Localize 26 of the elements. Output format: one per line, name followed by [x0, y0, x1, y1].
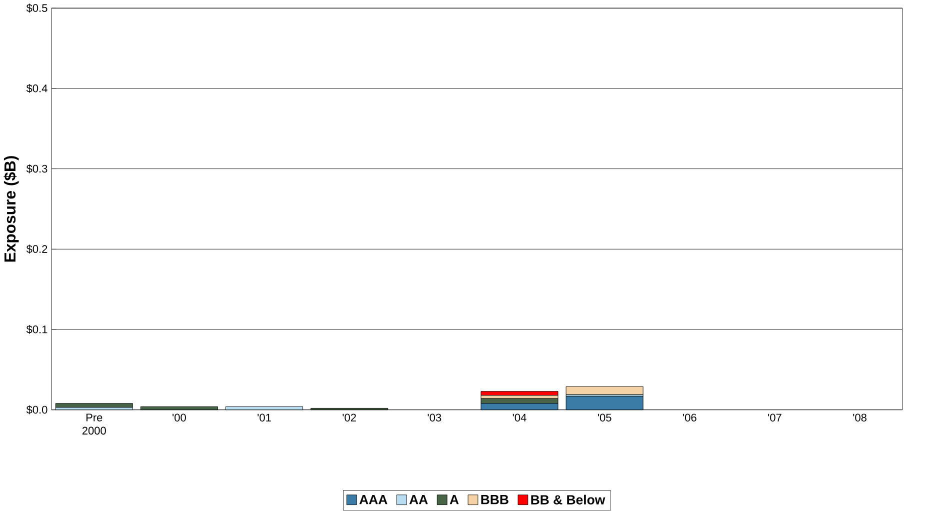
- legend-label: BBB: [481, 495, 508, 504]
- bar: [566, 386, 644, 395]
- y-tick-label: $0.0: [26, 406, 48, 414]
- bar: [55, 403, 133, 408]
- x-tick-label: Pre 2000: [82, 414, 106, 435]
- x-tick-label: '06: [683, 414, 696, 422]
- legend-label: A: [450, 495, 459, 504]
- x-tick-label: '01: [258, 414, 271, 422]
- x-tick-label: '04: [512, 414, 526, 422]
- legend-label: BB & Below: [531, 494, 606, 505]
- x-tick-label: '03: [428, 414, 442, 422]
- y-tick-label: $0.2: [26, 244, 48, 254]
- x-tick-label: '08: [853, 414, 866, 422]
- x-tick-label: '07: [768, 414, 782, 422]
- y-axis-title: Exposure ($B): [4, 156, 19, 262]
- bar: [480, 395, 558, 399]
- legend-label: AA: [409, 495, 428, 504]
- x-tick-label: '02: [342, 414, 356, 422]
- legend-label: AAA: [359, 495, 388, 504]
- y-tick-label: $0.1: [26, 325, 48, 334]
- x-tick-label: '05: [598, 414, 612, 422]
- y-tick-label: $0.3: [26, 164, 48, 174]
- x-tick-label: '00: [172, 414, 186, 422]
- bar: [480, 391, 558, 396]
- y-tick-label: $0.5: [26, 4, 48, 13]
- y-tick-label: $0.4: [26, 84, 48, 94]
